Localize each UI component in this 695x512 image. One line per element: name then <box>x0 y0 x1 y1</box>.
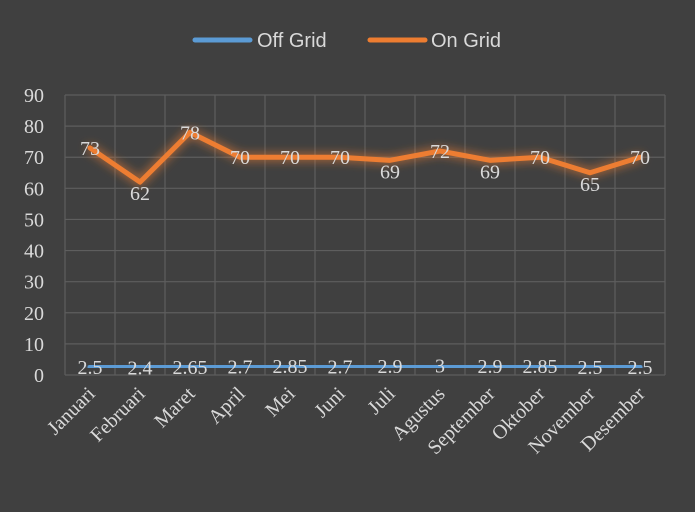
data-label-on-grid: 70 <box>630 147 650 169</box>
data-label-off-grid: 2.9 <box>378 356 403 378</box>
y-tick-label: 40 <box>24 241 44 263</box>
y-tick-label: 60 <box>24 178 44 200</box>
data-label-off-grid: 2.4 <box>128 358 153 380</box>
data-label-on-grid: 69 <box>480 161 500 183</box>
x-tick-label: Mei <box>261 383 300 422</box>
y-tick-label: 90 <box>24 85 44 107</box>
data-label-off-grid: 2.5 <box>578 357 603 379</box>
data-label-off-grid: 2.5 <box>628 357 653 379</box>
series-line-off-grid <box>87 363 643 371</box>
x-tick-label: Juni <box>310 383 349 422</box>
legend-item-off-grid[interactable]: Off Grid <box>192 30 327 52</box>
data-label-on-grid: 69 <box>380 161 400 183</box>
data-label-on-grid: 72 <box>430 141 450 163</box>
legend-item-on-grid[interactable]: On Grid <box>367 30 501 52</box>
data-label-off-grid: 2.7 <box>328 357 353 379</box>
data-label-on-grid: 73 <box>80 138 100 160</box>
data-label-off-grid: 2.85 <box>523 356 558 378</box>
data-label-off-grid: 2.9 <box>478 356 503 378</box>
data-label-on-grid: 70 <box>530 147 550 169</box>
data-label-on-grid: 70 <box>330 147 350 169</box>
data-label-on-grid: 65 <box>580 174 600 196</box>
data-label-off-grid: 2.65 <box>173 357 208 379</box>
y-tick-label: 50 <box>24 209 44 231</box>
y-tick-label: 10 <box>24 334 44 356</box>
data-label-on-grid: 70 <box>230 147 250 169</box>
legend: Off Grid On Grid <box>192 30 501 52</box>
y-tick-label: 30 <box>24 272 44 294</box>
data-label-off-grid: 3 <box>435 356 445 378</box>
data-label-off-grid: 2.5 <box>78 357 103 379</box>
data-label-on-grid: 78 <box>180 122 200 144</box>
data-label-off-grid: 2.7 <box>228 357 253 379</box>
x-tick-label: April <box>204 383 250 429</box>
y-tick-label: 70 <box>24 147 44 169</box>
legend-label-off-grid: Off Grid <box>257 30 327 52</box>
series-lines <box>87 129 643 371</box>
y-axis-ticks: 0 10 20 30 40 50 60 70 80 90 <box>24 85 44 387</box>
legend-label-on-grid: On Grid <box>431 30 501 52</box>
data-label-on-grid: 70 <box>280 147 300 169</box>
series-line-on-grid <box>87 129 643 185</box>
x-tick-label: Februari <box>86 383 150 447</box>
y-tick-label: 80 <box>24 116 44 138</box>
x-tick-label: Juli <box>364 383 400 419</box>
data-labels: 73 62 78 70 70 70 69 72 69 70 65 70 2.5 2.4 2.65 2.7 2.8… <box>78 122 653 379</box>
data-label-off-grid: 2.85 <box>273 356 308 378</box>
x-tick-label: Maret <box>150 383 200 433</box>
data-label-on-grid: 62 <box>130 183 150 205</box>
y-tick-label: 0 <box>34 365 44 387</box>
y-tick-label: 20 <box>24 303 44 325</box>
gridlines <box>64 94 666 376</box>
